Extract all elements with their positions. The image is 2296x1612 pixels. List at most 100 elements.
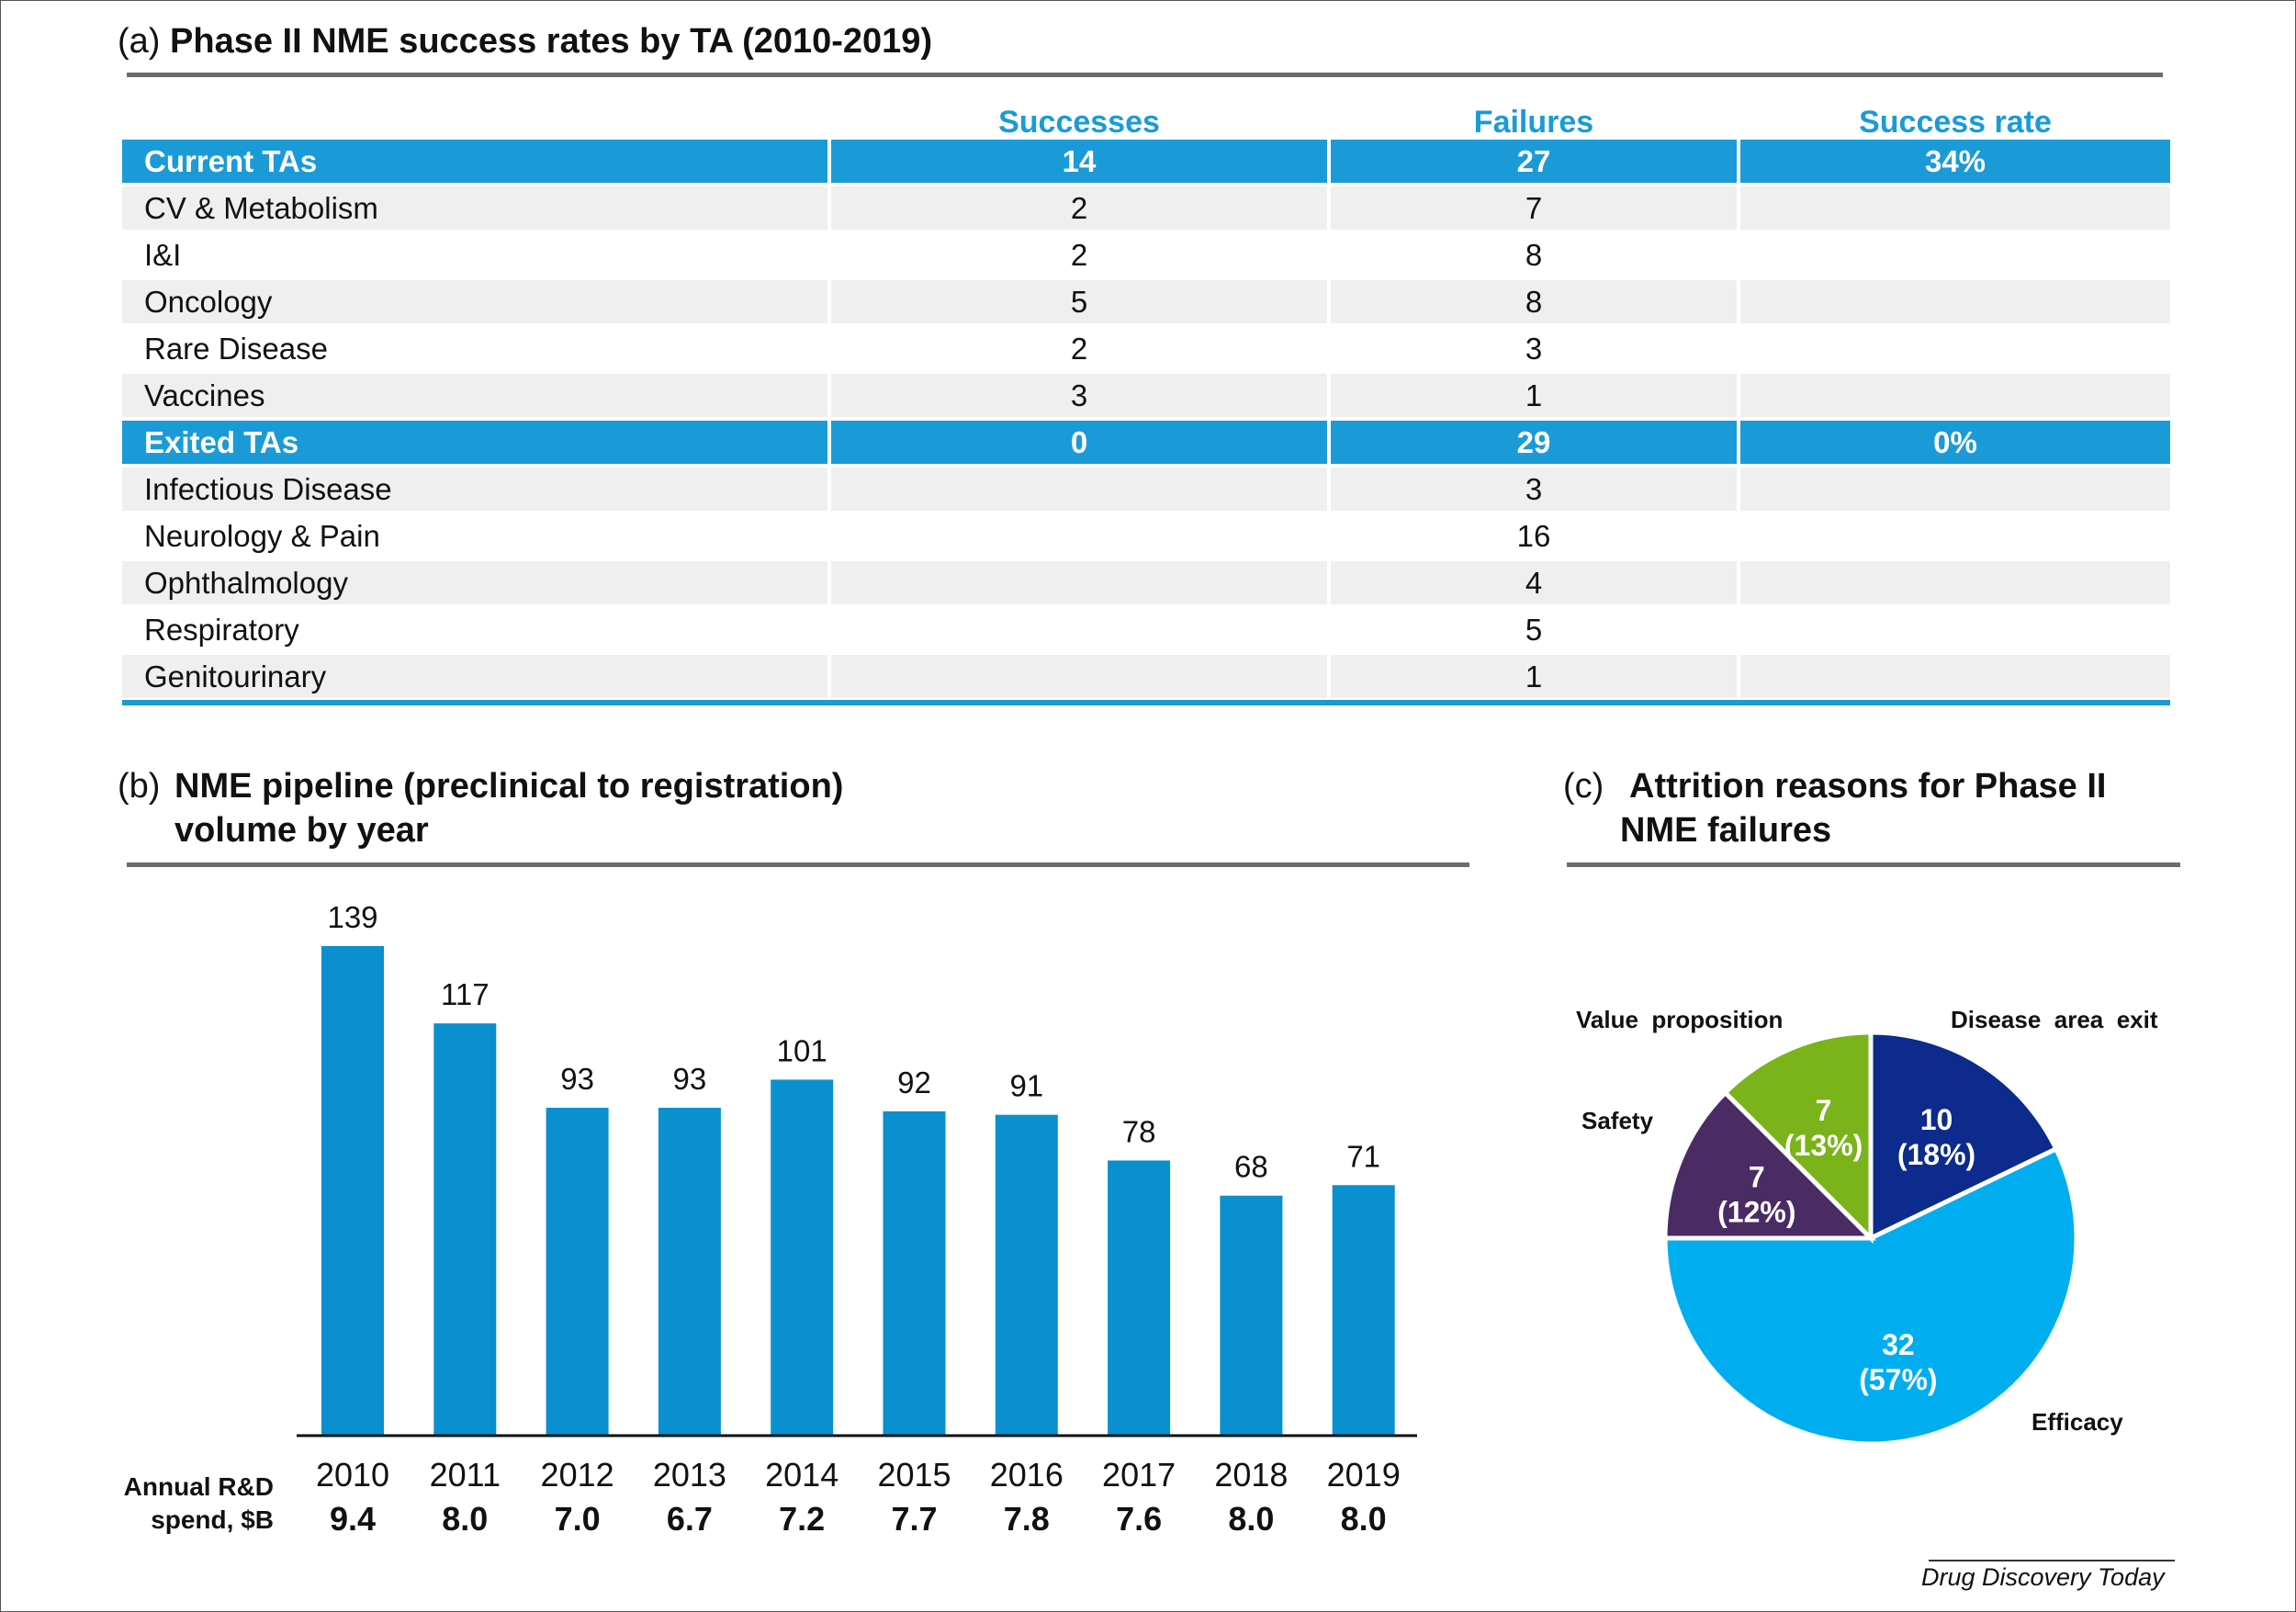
x-tick-label: 2010 — [315, 1456, 390, 1494]
failures-cell: 5 — [1525, 613, 1543, 647]
table-row: Oncology 5 8 — [122, 280, 2170, 327]
failures-cell: 8 — [1331, 280, 1737, 323]
success-rate-cell — [1740, 186, 2170, 230]
pie-slice-percent: (18%) — [1897, 1138, 1975, 1171]
panel-c-title: (c) Attrition reasons for Phase II NME f… — [1563, 764, 2106, 852]
table-group-row: Current TAs 14 27 34% — [122, 140, 2170, 186]
table-row: Respiratory 5 — [122, 608, 2170, 655]
successes-cell — [831, 468, 1327, 511]
success-rate-cell: 0% — [1740, 421, 2170, 464]
bar-2011 — [433, 1023, 497, 1435]
success-rate-cell: 34% — [1740, 140, 2170, 183]
ta-name-cell: Vaccines — [122, 374, 827, 417]
table-bottom-rule — [122, 700, 2170, 705]
pie-slice-percent: (13%) — [1784, 1129, 1863, 1162]
x-tick-label: 2014 — [765, 1456, 839, 1494]
successes-cell: 2 — [1070, 332, 1088, 366]
ta-name-cell: Rare Disease — [144, 332, 328, 366]
failures-cell: 3 — [1331, 468, 1737, 511]
pie-slice — [1662, 1089, 1877, 1241]
bar-2016 — [995, 1114, 1058, 1435]
header-successes: Successes — [998, 105, 1160, 140]
panel-c-label: (c) — [1563, 767, 1604, 806]
panel-b-title: (b) NME pipeline (preclinical to registr… — [118, 764, 843, 852]
rd-spend-value: 8.0 — [442, 1500, 489, 1538]
rd-spend-value: 6.7 — [666, 1500, 713, 1538]
ta-name-cell: CV & Metabolism — [122, 186, 827, 230]
bar-value-label: 93 — [673, 1062, 707, 1096]
bar-2015 — [883, 1110, 946, 1435]
x-tick-label: 2018 — [1214, 1456, 1289, 1494]
ta-name-cell: Genitourinary — [122, 655, 827, 698]
panel-a-label: (a) — [118, 22, 161, 61]
header-failures: Failures — [1473, 105, 1594, 140]
success-rate-cell — [1740, 561, 2170, 604]
source-rule — [1929, 1560, 2175, 1561]
bar-value-label: 68 — [1234, 1150, 1268, 1184]
rd-spend-label-line1: Annual R&D — [123, 1472, 274, 1501]
table-header-row: Successes Failures Success rate — [122, 101, 2170, 140]
failures-cell: 4 — [1331, 561, 1737, 604]
bar-2012 — [546, 1108, 609, 1435]
panel-b-title-line1: NME pipeline (preclinical to registratio… — [174, 767, 844, 806]
pie-legend-disease-area-exit: Disease area exit — [1951, 1006, 2158, 1033]
ta-name-cell: Neurology & Pain — [144, 519, 380, 553]
bar-2014 — [771, 1079, 834, 1435]
pie-slice-value: 10 — [1920, 1103, 1953, 1136]
pie-slice-value: 32 — [1882, 1328, 1915, 1361]
pie-slice-percent: (57%) — [1859, 1363, 1937, 1396]
ta-name-cell: Exited TAs — [122, 421, 827, 464]
ta-name-cell: Respiratory — [144, 613, 299, 647]
successes-cell: 0 — [831, 421, 1327, 464]
bar-value-label: 93 — [560, 1062, 594, 1096]
rd-spend-value: 8.0 — [1340, 1500, 1387, 1538]
x-tick-label: 2017 — [1102, 1456, 1176, 1494]
table-row: Ophthalmology 4 — [122, 561, 2170, 608]
panel-b-rule — [127, 862, 1469, 867]
success-rate-cell — [1740, 374, 2170, 417]
successes-cell: 3 — [831, 374, 1327, 417]
x-tick-label: 2011 — [429, 1456, 501, 1494]
panel-a-title-text: Phase II NME success rates by TA (2010-2… — [170, 22, 933, 61]
rd-spend-value: 7.0 — [554, 1500, 601, 1538]
bar-value-label: 92 — [897, 1065, 931, 1099]
pie-slice — [1868, 1030, 2060, 1242]
x-tick-label: 2012 — [540, 1456, 614, 1494]
successes-cell: 2 — [1070, 238, 1088, 272]
ta-name-cell: Current TAs — [122, 140, 827, 183]
table-row: CV & Metabolism 2 7 — [122, 186, 2170, 233]
bar-2017 — [1108, 1160, 1171, 1435]
pie-legend-safety: Safety — [1581, 1107, 1654, 1134]
success-rate-cell — [1740, 280, 2170, 323]
bar-value-label: 117 — [441, 977, 490, 1011]
rd-spend-value: 8.0 — [1228, 1500, 1275, 1538]
pie-slice-value: 7 — [1816, 1094, 1832, 1127]
panel-c-title-line2: NME failures — [1620, 811, 1832, 850]
pie-slice — [1722, 1030, 1874, 1245]
successes-cell: 2 — [831, 186, 1327, 230]
rd-spend-value: 9.4 — [329, 1500, 377, 1538]
successes-cell: 14 — [831, 140, 1327, 183]
table-group-row: Exited TAs 0 29 0% — [122, 421, 2170, 468]
panel-a-title: (a) Phase II NME success rates by TA (20… — [118, 22, 932, 62]
bar-2018 — [1220, 1195, 1283, 1435]
x-tick-label: 2016 — [989, 1456, 1064, 1494]
header-success-rate: Success rate — [1859, 105, 2052, 140]
table-row: Genitourinary 1 — [122, 655, 2170, 702]
bar-2010 — [321, 946, 384, 1435]
rd-spend-value: 7.8 — [1003, 1500, 1050, 1538]
panel-c-rule — [1567, 862, 2180, 867]
success-rate-cell — [1740, 468, 2170, 511]
ta-name-cell: I&I — [144, 238, 182, 272]
table-row: Neurology & Pain 16 — [122, 514, 2170, 561]
pie-slice-value: 7 — [1749, 1161, 1765, 1194]
bar-2013 — [658, 1108, 721, 1435]
failures-cell: 8 — [1525, 238, 1543, 272]
failures-cell: 3 — [1525, 332, 1543, 366]
source-credit: Drug Discovery Today — [1921, 1563, 2165, 1591]
successes-cell — [831, 561, 1327, 604]
bar-value-label: 78 — [1122, 1114, 1156, 1148]
ta-name-cell: Oncology — [122, 280, 827, 323]
x-tick-label: 2015 — [877, 1456, 951, 1494]
